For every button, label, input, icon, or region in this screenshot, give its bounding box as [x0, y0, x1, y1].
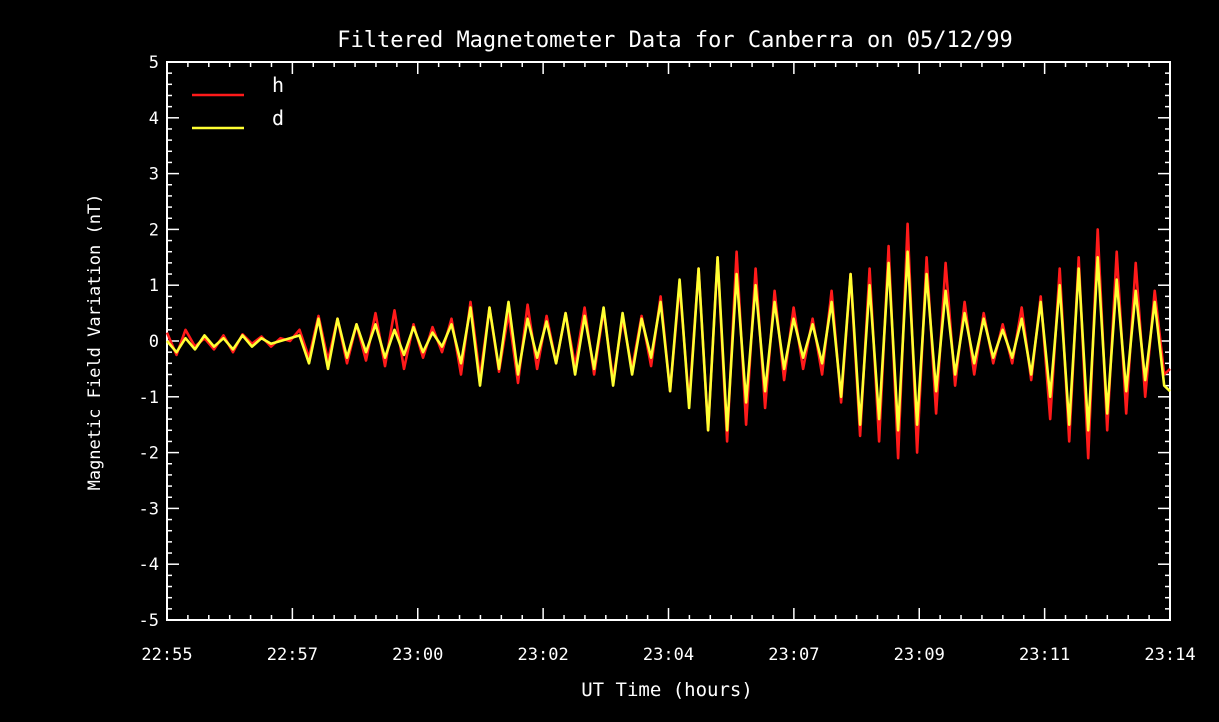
- y-tick-label: 0: [149, 332, 159, 352]
- x-tick-label: 23:07: [768, 645, 819, 665]
- y-tick-label: -2: [139, 444, 159, 464]
- y-axis-label: Magnetic Field Variation (nT): [85, 194, 105, 491]
- x-tick-label: 23:02: [518, 645, 569, 665]
- x-axis-label: UT Time (hours): [581, 679, 753, 701]
- y-tick-label: 1: [149, 276, 159, 296]
- x-tick-label: 23:09: [894, 645, 945, 665]
- x-tick-label: 23:00: [392, 645, 443, 665]
- y-tick-label: 4: [149, 109, 159, 129]
- series-line-d: [166, 250, 1171, 432]
- y-tick-label: 3: [149, 165, 159, 185]
- y-tick-label: -3: [139, 499, 159, 519]
- x-tick-label: 23:14: [1144, 645, 1195, 665]
- chart-title: Filtered Magnetometer Data for Canberra …: [337, 28, 1013, 53]
- legend-label-h: h: [272, 73, 284, 97]
- y-tick-label: -1: [139, 388, 159, 408]
- x-tick-label: 23:04: [643, 645, 694, 665]
- y-tick-label: -4: [139, 555, 159, 575]
- x-tick-label: 22:57: [267, 645, 318, 665]
- legend: hd: [192, 73, 284, 130]
- legend-label-d: d: [272, 106, 284, 130]
- x-tick-label: 23:11: [1019, 645, 1070, 665]
- y-tick-label: 5: [149, 53, 159, 73]
- x-tick-label: 22:55: [141, 645, 192, 665]
- series-layer: [165, 222, 1171, 460]
- y-tick-label: 2: [149, 220, 159, 240]
- y-tick-label: -5: [139, 611, 159, 631]
